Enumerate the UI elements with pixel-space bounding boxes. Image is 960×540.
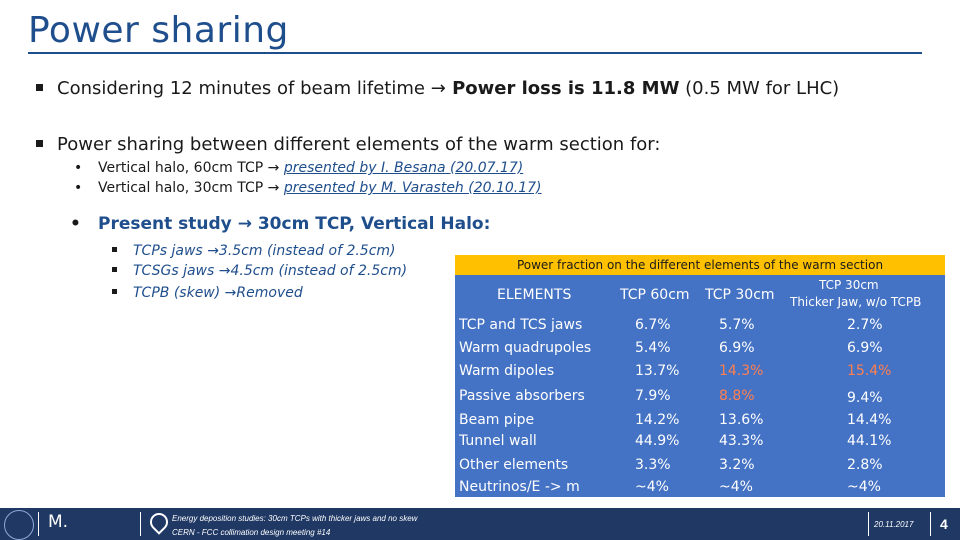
row-element-name: Tunnel wall [459, 433, 537, 449]
change-item: TCSGs jaws →4.5cm (instead of 2.5cm) [112, 263, 407, 279]
sub-bullet-60cm: • Vertical halo, 60cm TCP → presented by … [74, 160, 523, 176]
row-value: 43.3% [719, 433, 764, 449]
row-value: 44.1% [847, 433, 892, 449]
present-text: Present study [98, 214, 238, 234]
present-rest: 30cm TCP, Vertical Halo: [251, 214, 491, 234]
square-bullet-icon [112, 246, 117, 252]
dot-bullet-icon: • [74, 160, 83, 176]
header-tcp-60: TCP 60cm [620, 287, 690, 303]
page-number: 4 [940, 516, 948, 532]
row-value: 13.7% [635, 363, 680, 379]
bullet-suffix: (0.5 MW for LHC) [679, 78, 840, 99]
cern-logo-icon [4, 510, 34, 540]
row-value: 5.4% [635, 340, 671, 356]
dot-bullet-icon: • [74, 180, 83, 196]
bullet-beam-lifetime: Considering 12 minutes of beam lifetime … [36, 78, 839, 99]
dot-bullet-icon: • [70, 214, 81, 234]
footer-date: 20.11.2017 [874, 520, 914, 529]
arrow-icon: → [267, 160, 280, 176]
change-text: TCSGs jaws [133, 263, 219, 279]
title-underline [28, 52, 922, 54]
row-element-name: TCP and TCS jaws [459, 317, 583, 333]
square-bullet-icon [112, 288, 117, 294]
change-item: TCPs jaws →3.5cm (instead of 2.5cm) [112, 243, 396, 259]
row-value: ~4% [847, 479, 881, 495]
row-element-name: Warm quadrupoles [459, 340, 592, 356]
footer-divider [930, 512, 931, 536]
change-item: TCPB (skew) →Removed [112, 285, 303, 301]
row-element-name: Beam pipe [459, 412, 535, 428]
row-element-name: Other elements [459, 457, 569, 473]
row-value: 6.7% [635, 317, 671, 333]
change-rest: 3.5cm (instead of 2.5cm) [218, 243, 396, 259]
square-bullet-icon [36, 83, 43, 91]
header-elements: ELEMENTS [497, 287, 572, 303]
row-element-name: Warm dipoles [459, 363, 555, 379]
row-value: 14.2% [635, 412, 680, 428]
square-bullet-icon [36, 139, 43, 147]
sub-bullet-text: Vertical halo, 30cm TCP [98, 180, 268, 196]
table-caption: Power fraction on the different elements… [455, 255, 945, 275]
row-value: ~4% [635, 479, 669, 495]
header-tcp-30: TCP 30cm [705, 287, 775, 303]
footer-divider [140, 512, 141, 536]
footer-divider [38, 512, 39, 536]
row-value: 44.9% [635, 433, 680, 449]
footer-divider [868, 512, 869, 536]
power-fraction-table: Power fraction on the different elements… [455, 255, 945, 497]
bullet-power-sharing: Power sharing between different elements… [36, 134, 660, 155]
footer-meeting: CERN - FCC collimation design meeting #1… [172, 528, 331, 537]
square-bullet-icon [112, 266, 117, 272]
row-value: 5.7% [719, 317, 755, 333]
footer-talk-title: Energy deposition studies: 30cm TCPs wit… [172, 514, 418, 523]
arrow-icon: → [218, 263, 231, 279]
change-text: TCPs jaws [133, 243, 208, 259]
header-tcp-30-thick-line2: Thicker Jaw, w/o TCPB [790, 295, 922, 309]
row-value: 6.9% [719, 340, 755, 356]
bullet-text: Considering 12 minutes of beam lifetime [57, 78, 431, 99]
presentation-link[interactable]: presented by I. Besana (20.07.17) [283, 160, 524, 176]
row-value: 8.8% [719, 388, 755, 404]
row-value: 7.9% [635, 388, 671, 404]
power-loss-text: Power loss is 11.8 MW [445, 78, 680, 99]
row-value: 2.7% [847, 317, 883, 333]
row-value: 6.9% [847, 340, 883, 356]
change-rest: 4.5cm (instead of 2.5cm) [230, 263, 408, 279]
row-element-name: Neutrinos/E -> m [459, 479, 580, 495]
row-value: 14.3% [719, 363, 764, 379]
sub-bullet-30cm: • Vertical halo, 30cm TCP → presented by … [74, 180, 542, 196]
row-value: 3.2% [719, 457, 755, 473]
arrow-icon: → [430, 78, 446, 99]
presentation-link[interactable]: presented by M. Varasteh (20.10.17) [283, 180, 542, 196]
row-value: 2.8% [847, 457, 883, 473]
row-value: ~4% [719, 479, 753, 495]
arrow-icon: → [267, 180, 280, 196]
change-rest: Removed [236, 285, 303, 301]
change-text: TCPB (skew) [133, 285, 225, 301]
footer-bar [0, 508, 960, 540]
row-value: 15.4% [847, 363, 892, 379]
header-tcp-30-thick-line1: TCP 30cm [819, 278, 879, 292]
arrow-icon: → [224, 285, 237, 301]
row-value: 9.4% [847, 390, 883, 406]
row-value: 3.3% [635, 457, 671, 473]
slide-title: Power sharing [28, 10, 289, 51]
row-value: 13.6% [719, 412, 764, 428]
row-element-name: Passive absorbers [459, 388, 585, 404]
bullet-text: Power sharing between different elements… [57, 134, 661, 155]
arrow-icon: → [207, 243, 219, 259]
sub-bullet-text: Vertical halo, 60cm TCP [98, 160, 268, 176]
arrow-icon: → [237, 214, 252, 234]
present-study-heading: • Present study → 30cm TCP, Vertical Halo… [70, 214, 490, 234]
footer-initial: M. [48, 512, 69, 532]
row-value: 14.4% [847, 412, 892, 428]
